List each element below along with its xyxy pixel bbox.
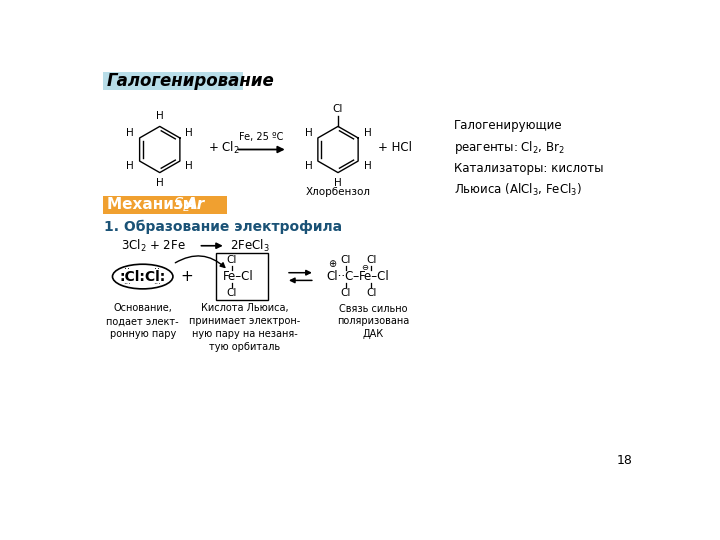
- Text: Хлорбензол: Хлорбензол: [305, 187, 371, 197]
- Text: 1. Образование электрофила: 1. Образование электрофила: [104, 219, 342, 234]
- Text: Cl··C: Cl··C: [326, 270, 354, 283]
- Text: Кислота Льюиса,
принимает электрон-
ную пару на незаня-
тую орбиталь: Кислота Льюиса, принимает электрон- ную …: [189, 303, 301, 352]
- Text: Fe–Cl: Fe–Cl: [222, 270, 253, 283]
- Text: H: H: [186, 127, 193, 138]
- Text: Связь сильно
поляризована
ДАК: Связь сильно поляризована ДАК: [337, 303, 409, 339]
- Text: 18: 18: [616, 454, 632, 467]
- Text: $S_E$: $S_E$: [173, 195, 192, 214]
- FancyBboxPatch shape: [103, 195, 228, 214]
- Text: H: H: [364, 161, 372, 171]
- Text: ··: ··: [125, 264, 130, 274]
- Text: H: H: [156, 111, 163, 120]
- Text: 3Cl$_2$ + 2Fe: 3Cl$_2$ + 2Fe: [121, 238, 186, 254]
- Text: ··: ··: [153, 264, 160, 274]
- Text: H: H: [156, 178, 163, 188]
- Text: H: H: [305, 161, 312, 171]
- Text: :Cl:Cl:: :Cl:Cl:: [120, 269, 166, 284]
- Text: –: –: [353, 270, 359, 283]
- Text: Cl: Cl: [341, 288, 351, 299]
- Text: Fe–Cl: Fe–Cl: [359, 270, 390, 283]
- Text: Cl: Cl: [227, 255, 237, 265]
- Text: Cl: Cl: [227, 288, 237, 299]
- Text: Галогенирующие
реагенты: Cl$_2$, Br$_2$
Катализаторы: кислоты
Льюиса (AlCl$_3$, : Галогенирующие реагенты: Cl$_2$, Br$_2$ …: [454, 119, 604, 198]
- Text: + Cl$_2$: + Cl$_2$: [208, 140, 240, 156]
- Text: ⊕: ⊕: [328, 259, 337, 269]
- Text: H: H: [305, 127, 312, 138]
- Text: Fe, 25 ºC: Fe, 25 ºC: [239, 132, 284, 142]
- Text: Cl: Cl: [333, 104, 343, 114]
- Text: H: H: [334, 178, 342, 188]
- Text: 2FeCl$_3$: 2FeCl$_3$: [230, 238, 269, 254]
- Text: H: H: [126, 127, 134, 138]
- Text: +: +: [181, 269, 193, 284]
- Text: H: H: [186, 161, 193, 171]
- FancyBboxPatch shape: [103, 72, 243, 90]
- Text: ···: ···: [153, 280, 161, 289]
- Text: Cl: Cl: [366, 288, 377, 299]
- Text: Основание,
подает элект-
ронную пару: Основание, подает элект- ронную пару: [107, 303, 179, 339]
- Text: Cl: Cl: [366, 255, 377, 265]
- Text: Механизм: Механизм: [107, 198, 200, 212]
- Text: + HCl: + HCl: [378, 141, 413, 154]
- Text: H: H: [364, 127, 372, 138]
- Text: ⊖: ⊖: [361, 263, 368, 272]
- Text: Галогенирование: Галогенирование: [107, 72, 275, 90]
- Text: H: H: [126, 161, 134, 171]
- Text: Ar: Ar: [186, 198, 205, 212]
- Text: ···: ···: [123, 280, 131, 289]
- Text: Cl: Cl: [341, 255, 351, 265]
